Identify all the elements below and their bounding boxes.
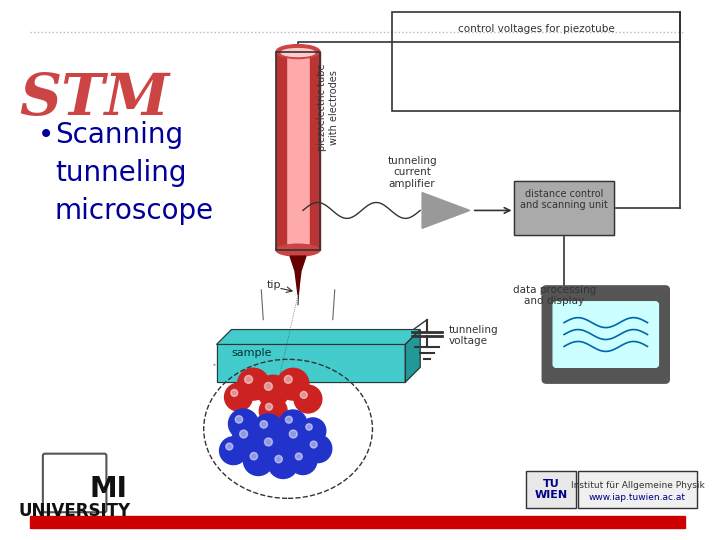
Text: tunneling: tunneling	[55, 159, 186, 187]
Circle shape	[238, 368, 269, 400]
Circle shape	[257, 375, 289, 407]
Polygon shape	[422, 193, 469, 228]
Text: distance control
and scanning unit: distance control and scanning unit	[520, 188, 608, 210]
Circle shape	[245, 375, 253, 383]
Bar	[515, 181, 613, 235]
Circle shape	[264, 382, 272, 390]
Text: STM: STM	[19, 71, 170, 128]
Circle shape	[260, 421, 268, 428]
Polygon shape	[290, 256, 306, 295]
Circle shape	[226, 443, 233, 450]
Bar	[276, 52, 286, 250]
Circle shape	[253, 414, 283, 444]
Circle shape	[284, 375, 292, 383]
Bar	[217, 345, 405, 382]
Circle shape	[310, 441, 318, 448]
Bar	[526, 470, 576, 508]
Ellipse shape	[276, 244, 320, 256]
Bar	[578, 470, 697, 508]
FancyBboxPatch shape	[553, 302, 658, 367]
Polygon shape	[405, 329, 420, 382]
FancyBboxPatch shape	[542, 286, 670, 383]
Text: Institut für Allgemeine Physik: Institut für Allgemeine Physik	[571, 481, 704, 490]
Circle shape	[269, 449, 298, 478]
Text: Scanning: Scanning	[55, 121, 183, 149]
Bar	[30, 516, 685, 528]
Circle shape	[289, 447, 317, 475]
Circle shape	[282, 423, 314, 455]
Circle shape	[300, 418, 326, 444]
Bar	[578, 470, 697, 508]
Circle shape	[240, 430, 248, 438]
Circle shape	[250, 453, 258, 460]
Bar	[276, 52, 320, 250]
Text: MI: MI	[89, 475, 127, 503]
Bar	[217, 345, 405, 382]
Ellipse shape	[281, 49, 315, 57]
Text: microscope: microscope	[55, 197, 214, 225]
Circle shape	[264, 438, 272, 446]
Circle shape	[233, 423, 264, 455]
Text: tunneling
current
amplifier: tunneling current amplifier	[387, 156, 437, 189]
Text: tip: tip	[266, 280, 281, 290]
Text: data processing
and display: data processing and display	[513, 285, 595, 307]
Text: piezoelectric tube
with electrodes: piezoelectric tube with electrodes	[317, 63, 338, 151]
Ellipse shape	[276, 45, 320, 58]
Circle shape	[225, 383, 252, 411]
Circle shape	[257, 431, 289, 463]
Circle shape	[220, 437, 248, 464]
Text: control voltages for piezotube: control voltages for piezotube	[458, 24, 615, 34]
Polygon shape	[217, 329, 420, 345]
Circle shape	[289, 430, 297, 438]
Circle shape	[275, 455, 282, 463]
Bar	[310, 52, 320, 250]
Text: sample: sample	[232, 348, 272, 359]
Circle shape	[259, 397, 287, 425]
Text: TU
WIEN: TU WIEN	[535, 478, 568, 500]
Circle shape	[277, 368, 309, 400]
Bar	[515, 181, 613, 235]
Circle shape	[300, 392, 307, 399]
Text: tunneling
voltage: tunneling voltage	[449, 325, 498, 346]
Circle shape	[231, 389, 238, 396]
Circle shape	[295, 453, 302, 460]
Circle shape	[304, 435, 332, 463]
Circle shape	[228, 409, 258, 439]
Circle shape	[266, 403, 272, 410]
Bar	[526, 470, 576, 508]
Bar	[392, 12, 680, 111]
Text: UNIVERSITY: UNIVERSITY	[19, 502, 131, 520]
Circle shape	[243, 446, 273, 476]
Circle shape	[285, 416, 292, 423]
Text: www.iap.tuwien.ac.at: www.iap.tuwien.ac.at	[589, 493, 686, 502]
Text: •: •	[38, 121, 54, 149]
Circle shape	[306, 424, 312, 430]
Circle shape	[294, 385, 322, 413]
Circle shape	[235, 416, 243, 423]
Circle shape	[279, 410, 307, 438]
Bar	[276, 52, 320, 250]
